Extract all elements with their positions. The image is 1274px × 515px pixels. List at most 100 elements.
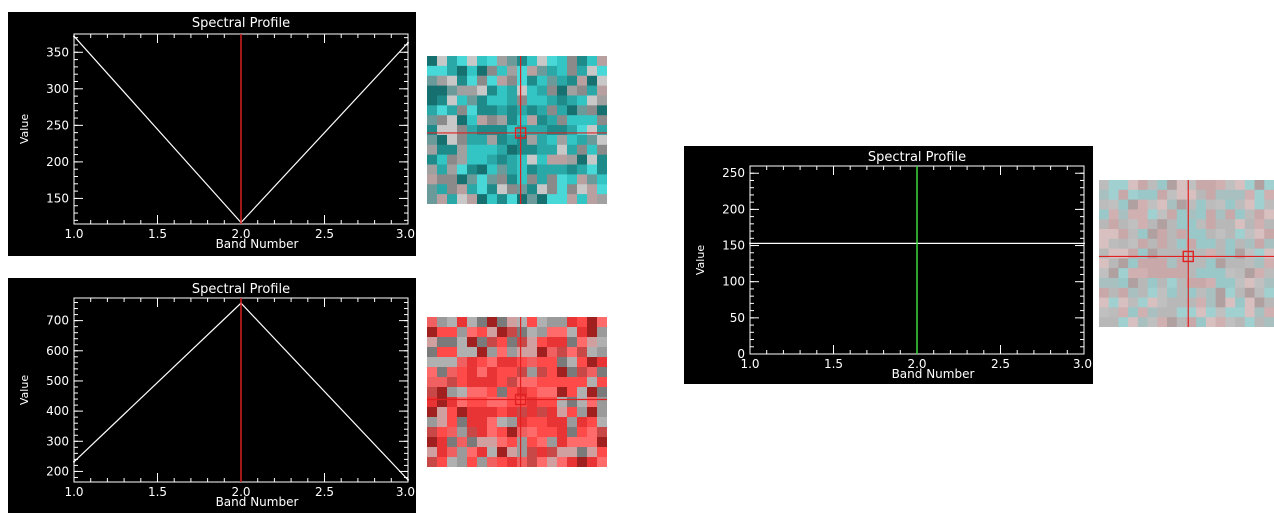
thumb-3-pixel — [1186, 258, 1197, 269]
thumb-3-pixel — [1264, 248, 1274, 259]
thumb-3-pixel — [1137, 229, 1149, 240]
thumb-2-pixel — [567, 457, 578, 467]
thumb-1-pixel — [577, 125, 588, 136]
thumb-2-pixel — [517, 407, 528, 418]
thumb-1-pixel — [427, 85, 438, 96]
thumb-3-pixel — [1167, 297, 1178, 308]
thumb-1-pixel — [487, 174, 498, 185]
thumb-2-pixel — [497, 427, 508, 438]
thumb-3-pixel — [1108, 297, 1119, 308]
thumb-3-pixel — [1108, 278, 1119, 289]
thumb-1-pixel — [427, 194, 438, 204]
thumb-1-pixel — [457, 85, 468, 96]
thumb-2-pixel — [587, 367, 598, 378]
chart-3-y-tick-label: 50 — [730, 311, 745, 325]
chart-1-x-tick-label: 1.0 — [64, 227, 83, 241]
thumb-2-pixel — [517, 457, 528, 467]
thumb-2-pixel — [447, 407, 458, 418]
thumb-1-pixel — [597, 174, 607, 185]
thumb-1-pixel — [577, 65, 588, 77]
thumb-3-pixel — [1215, 219, 1226, 230]
thumb-3-pixel — [1244, 219, 1256, 230]
thumb-3-pixel — [1244, 189, 1256, 201]
thumb-1-pixel — [497, 144, 508, 156]
thumb-3-pixel — [1108, 287, 1119, 299]
thumb-1-pixel — [497, 134, 508, 146]
thumb-2-pixel — [527, 397, 538, 408]
thumb-1-pixel — [577, 164, 588, 175]
thumb-1-pixel — [487, 65, 498, 77]
thumb-3-pixel — [1128, 209, 1139, 220]
thumb-1-pixel — [437, 105, 448, 116]
zoom-thumbnail-3 — [1099, 180, 1274, 327]
thumb-1-pixel — [567, 174, 578, 185]
thumb-3-pixel — [1235, 219, 1246, 230]
thumb-1-pixel — [507, 105, 518, 116]
thumb-1-pixel — [517, 75, 528, 87]
thumb-1-pixel — [557, 65, 568, 77]
thumb-1-pixel — [497, 184, 508, 195]
thumb-2-pixel — [427, 387, 438, 398]
thumb-3-pixel — [1254, 209, 1265, 220]
thumb-3-pixel — [1157, 258, 1168, 269]
thumb-3-pixel — [1205, 287, 1217, 299]
chart-3-x-tick-label: 3.0 — [1073, 357, 1092, 371]
thumb-2-pixel — [507, 417, 518, 428]
thumb-1-pixel — [427, 115, 438, 126]
chart-3-x-tick-label: 2.0 — [907, 357, 926, 371]
thumb-3-pixel — [1157, 219, 1168, 230]
thumb-1-pixel — [577, 144, 588, 156]
thumb-3-pixel — [1176, 219, 1187, 230]
thumb-1-pixel — [457, 115, 468, 126]
chart-1-y-tick-label: 150 — [46, 191, 69, 205]
thumb-3-pixel — [1254, 219, 1265, 230]
thumb-1-pixel — [477, 144, 488, 156]
thumb-3-pixel — [1147, 199, 1158, 210]
thumb-2-cursor-box[interactable] — [514, 393, 527, 406]
thumb-2-pixel — [587, 387, 598, 398]
thumb-1-cursor-box[interactable] — [514, 127, 527, 139]
thumb-3-pixel — [1244, 297, 1256, 308]
thumb-3-pixel — [1254, 199, 1265, 210]
thumb-2-pixel — [457, 427, 468, 438]
thumb-1-pixel — [467, 75, 478, 87]
thumb-2-pixel — [527, 317, 538, 328]
thumb-1-pixel — [447, 154, 458, 166]
thumb-3-pixel — [1128, 180, 1139, 191]
thumb-2-pixel — [567, 417, 578, 428]
thumb-2-pixel — [527, 457, 538, 467]
thumb-2-pixel — [477, 357, 488, 368]
thumb-2-pixel — [567, 357, 578, 368]
thumb-3-pixel — [1264, 229, 1274, 240]
thumb-1-pixel — [587, 75, 598, 87]
thumb-2-pixel — [487, 447, 498, 458]
thumb-3-pixel — [1205, 180, 1217, 191]
thumb-1-pixel — [537, 65, 548, 77]
thumb-3-pixel — [1176, 258, 1187, 269]
thumb-3-pixel — [1128, 307, 1139, 318]
thumb-3-pixel — [1118, 278, 1129, 289]
thumb-3-pixel — [1099, 268, 1110, 279]
thumb-1-pixel — [507, 75, 518, 87]
thumb-2-pixel — [587, 337, 598, 348]
thumb-3-pixel — [1205, 307, 1217, 318]
thumb-2-pixel — [547, 367, 558, 378]
thumb-3-pixel — [1118, 287, 1129, 299]
thumb-3-pixel — [1186, 248, 1197, 259]
thumb-2-pixel — [467, 417, 478, 428]
thumb-1-pixel — [587, 174, 598, 185]
thumb-2-pixel — [497, 377, 508, 388]
thumb-3-cursor-box[interactable] — [1182, 250, 1194, 263]
thumb-3-pixel — [1157, 287, 1168, 299]
thumb-2-pixel — [597, 327, 607, 338]
thumb-3-pixel — [1196, 307, 1207, 318]
thumb-2-pixel — [457, 447, 468, 458]
thumb-3-pixel — [1099, 209, 1110, 220]
thumb-3-pixel — [1254, 189, 1265, 201]
spectral-profile-panel-3: Spectral Profile 1.0 1.5 2.0 2.5 3.0 0 50 100 150… — [684, 146, 1093, 384]
thumb-1-pixel — [587, 164, 598, 175]
thumb-2-pixel — [477, 317, 488, 328]
thumb-3-pixel — [1099, 258, 1110, 269]
thumb-2-pixel — [487, 427, 498, 438]
thumb-1-pixel — [577, 95, 588, 106]
